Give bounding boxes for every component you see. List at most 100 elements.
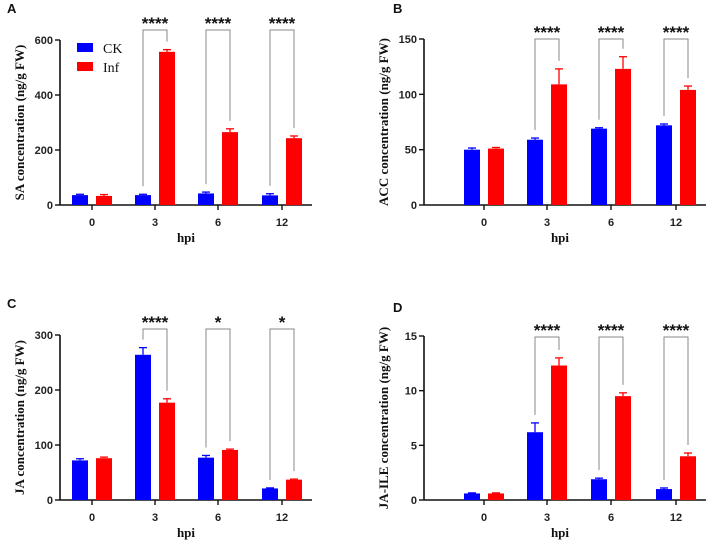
- bar-CK: [135, 195, 151, 205]
- significance-stars: ****: [663, 321, 690, 340]
- y-axis-label: JA concentration (ng/g FW): [12, 340, 27, 495]
- bar-CK: [262, 195, 278, 205]
- x-tick-label: 6: [215, 217, 221, 229]
- panel-C: C 0 100 200 300 0 3 6 12 hpi JA concentration (ng/…: [7, 296, 312, 540]
- x-axis-label: hpi: [551, 230, 569, 245]
- significance-stars: ****: [598, 23, 625, 42]
- significance-stars: ****: [534, 23, 561, 42]
- bar-Inf: [222, 132, 238, 205]
- significance-bracket: [205, 29, 231, 185]
- significance-bracket: [142, 328, 168, 391]
- bar-CK: [591, 128, 607, 205]
- significance-stars: ****: [598, 321, 625, 340]
- legend-swatch-CK: [77, 43, 93, 52]
- x-tick-label: 0: [481, 512, 487, 524]
- bar-Inf: [159, 51, 175, 206]
- significance-stars: ****: [663, 23, 690, 42]
- x-axis-label: hpi: [177, 525, 195, 540]
- panel-label: B: [393, 1, 402, 16]
- bar-Inf: [615, 396, 631, 500]
- bar-Inf: [615, 68, 631, 205]
- significance-stars: ****: [142, 14, 169, 33]
- significance-bracket: [534, 38, 560, 131]
- y-tick-label: 600: [35, 35, 53, 47]
- bar-Inf: [680, 89, 696, 205]
- x-tick-label: 12: [670, 512, 682, 524]
- bar-CK: [656, 125, 672, 205]
- bar-Inf: [551, 365, 567, 500]
- x-tick-label: 0: [89, 512, 95, 524]
- y-tick-label: 0: [411, 200, 417, 212]
- significance-bracket: [663, 38, 689, 116]
- x-tick-label: 6: [215, 512, 221, 524]
- significance-bracket: [142, 29, 168, 187]
- y-tick-label: 5: [411, 440, 417, 452]
- bar-Inf: [96, 458, 112, 500]
- x-axis-label: hpi: [177, 230, 195, 245]
- panel-label: D: [393, 300, 402, 315]
- y-tick-label: 200: [35, 145, 53, 157]
- significance-bracket: [598, 336, 624, 471]
- y-tick-label: 0: [411, 495, 417, 507]
- significance-stars: ****: [269, 14, 296, 33]
- bar-CK: [198, 457, 214, 500]
- significance-bracket: [534, 336, 560, 415]
- panel-A: A 0 200 400 600 0 3 6 12 hpi SA concentration (ng/…: [7, 1, 312, 245]
- y-tick-label: 15: [405, 331, 417, 343]
- bar-CK: [464, 493, 480, 500]
- y-tick-label: 100: [35, 440, 53, 452]
- bar-Inf: [96, 195, 112, 205]
- panel-D: D 0 5 10 15 0 3 6 12 hpi JA-ILE concentration (ng/…: [376, 300, 706, 540]
- significance-bracket: [269, 328, 295, 480]
- x-tick-label: 0: [481, 217, 487, 229]
- x-tick-label: 3: [544, 217, 550, 229]
- y-tick-label: 200: [35, 385, 53, 397]
- y-tick-label: 150: [399, 34, 417, 46]
- bar-Inf: [488, 493, 504, 500]
- legend: CK Inf: [77, 42, 122, 76]
- bar-Inf: [286, 479, 302, 500]
- y-tick-label: 0: [47, 200, 53, 212]
- x-tick-label: 3: [544, 512, 550, 524]
- panel-B: B 0 50 100 150 0 3 6 12 hpi ACC concentration (ng/…: [376, 1, 706, 245]
- y-axis-label: SA concentration (ng/g FW): [12, 45, 27, 201]
- bar-CK: [72, 195, 88, 205]
- bar-CK: [198, 193, 214, 205]
- x-tick-label: 12: [276, 512, 288, 524]
- bar-Inf: [488, 148, 504, 205]
- bar-Inf: [286, 138, 302, 205]
- x-tick-label: 12: [670, 217, 682, 229]
- y-axis-label: ACC concentration (ng/g FW): [376, 38, 391, 206]
- significance-stars: ****: [142, 313, 169, 332]
- bar-CK: [656, 489, 672, 500]
- significance-stars: ****: [534, 321, 561, 340]
- bar-CK: [262, 488, 278, 500]
- x-tick-label: 3: [152, 512, 158, 524]
- y-tick-label: 100: [399, 89, 417, 101]
- bar-CK: [527, 432, 543, 500]
- bar-CK: [464, 149, 480, 205]
- y-tick-label: 300: [35, 330, 53, 342]
- significance-stars: ****: [205, 14, 232, 33]
- legend-swatch-Inf: [77, 62, 93, 71]
- significance-bracket: [598, 38, 624, 120]
- significance-bracket: [205, 328, 231, 448]
- bar-CK: [135, 354, 151, 500]
- bar-CK: [527, 139, 543, 205]
- significance-bracket: [663, 336, 689, 480]
- bar-CK: [591, 479, 607, 500]
- panel-label: A: [7, 1, 17, 16]
- y-tick-label: 0: [47, 495, 53, 507]
- bar-CK: [72, 460, 88, 500]
- bar-Inf: [222, 449, 238, 500]
- legend-label-CK: CK: [103, 42, 122, 57]
- significance-stars: *: [279, 313, 286, 332]
- bar-Inf: [551, 84, 567, 205]
- x-tick-label: 12: [276, 217, 288, 229]
- y-tick-label: 10: [405, 386, 417, 398]
- y-tick-label: 400: [35, 90, 53, 102]
- y-axis-label: JA-ILE concentration (ng/g FW): [376, 327, 391, 509]
- x-tick-label: 3: [152, 217, 158, 229]
